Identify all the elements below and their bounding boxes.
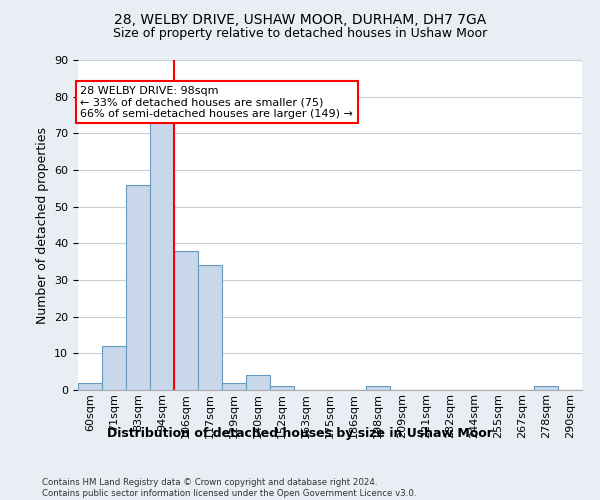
Bar: [78, 382, 102, 390]
Text: Contains HM Land Registry data © Crown copyright and database right 2024.
Contai: Contains HM Land Registry data © Crown c…: [42, 478, 416, 498]
Text: 28, WELBY DRIVE, USHAW MOOR, DURHAM, DH7 7GA: 28, WELBY DRIVE, USHAW MOOR, DURHAM, DH7…: [114, 12, 486, 26]
Bar: [198, 266, 222, 390]
Bar: [270, 386, 294, 390]
Bar: [246, 376, 270, 390]
Y-axis label: Number of detached properties: Number of detached properties: [35, 126, 49, 324]
Bar: [150, 112, 174, 390]
Bar: [126, 184, 150, 390]
Bar: [534, 386, 558, 390]
Bar: [102, 346, 126, 390]
Text: Size of property relative to detached houses in Ushaw Moor: Size of property relative to detached ho…: [113, 28, 487, 40]
Bar: [174, 250, 198, 390]
Text: 28 WELBY DRIVE: 98sqm
← 33% of detached houses are smaller (75)
66% of semi-deta: 28 WELBY DRIVE: 98sqm ← 33% of detached …: [80, 86, 353, 119]
Bar: [222, 382, 246, 390]
Text: Distribution of detached houses by size in Ushaw Moor: Distribution of detached houses by size …: [107, 428, 493, 440]
Bar: [366, 386, 390, 390]
